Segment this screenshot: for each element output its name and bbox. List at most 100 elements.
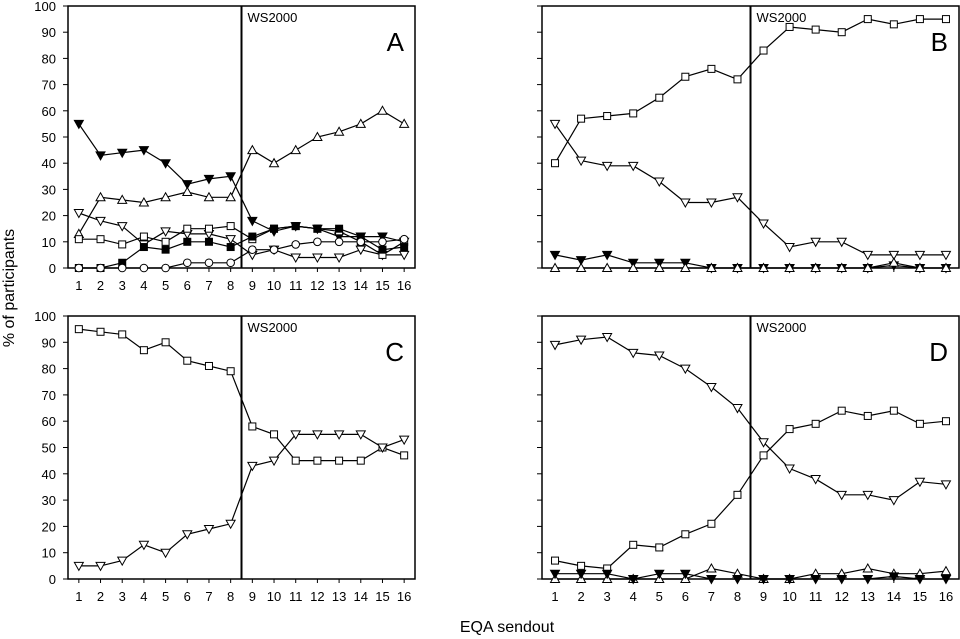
x-tick-label: 5 — [162, 589, 169, 604]
data-point — [575, 262, 587, 272]
y-tick-label: 30 — [42, 182, 56, 197]
y-tick-label: 50 — [42, 441, 56, 456]
data-point — [139, 263, 149, 273]
data-point — [549, 250, 561, 261]
data-point — [862, 250, 874, 261]
data-point — [139, 243, 148, 252]
x-tick-label: 14 — [354, 589, 368, 604]
data-point — [862, 575, 874, 585]
data-point — [863, 15, 872, 24]
data-point — [226, 258, 235, 268]
x-tick-label: 10 — [267, 589, 281, 604]
x-tick-label: 15 — [913, 589, 927, 604]
y-tick-label: 70 — [42, 78, 56, 93]
data-point — [707, 519, 716, 528]
x-tick-label: 11 — [289, 278, 303, 293]
data-point — [629, 540, 638, 549]
data-point — [225, 519, 237, 530]
data-point — [575, 156, 587, 167]
y-tick-label: 90 — [42, 335, 56, 350]
panel-d-series-4 — [549, 569, 952, 585]
x-tick-label: 16 — [397, 589, 411, 604]
series-line — [78, 225, 405, 269]
panel-a-label: A — [387, 27, 405, 57]
data-point — [377, 232, 388, 243]
data-point — [291, 240, 301, 249]
data-point — [706, 575, 717, 585]
x-tick-label: 8 — [227, 589, 234, 604]
data-point — [161, 237, 170, 246]
y-tick-label: 10 — [42, 235, 56, 250]
data-point — [73, 561, 85, 572]
data-point — [732, 262, 743, 272]
series-line — [555, 573, 946, 580]
panel-a-series-2 — [73, 105, 410, 238]
data-point — [161, 245, 170, 254]
data-point — [784, 243, 795, 253]
panel-a-divider-label: WS2000 — [248, 10, 298, 25]
data-point — [269, 245, 279, 254]
data-point — [810, 475, 822, 485]
data-point — [758, 575, 769, 585]
x-tick-label: 6 — [184, 589, 191, 604]
data-point — [836, 237, 848, 248]
data-point — [653, 262, 665, 272]
data-point — [398, 435, 410, 446]
series-line — [554, 410, 947, 570]
x-tick-label: 12 — [310, 278, 324, 293]
data-point — [118, 240, 127, 249]
data-point — [575, 335, 587, 346]
data-point — [139, 232, 148, 241]
data-point — [225, 235, 237, 245]
data-point — [203, 191, 215, 202]
data-point — [915, 419, 924, 428]
y-tick-label: 70 — [42, 388, 56, 403]
panel-d-series-2 — [551, 406, 950, 573]
data-point — [160, 548, 171, 559]
data-point — [116, 222, 128, 232]
series-line — [554, 123, 946, 256]
data-point — [248, 422, 257, 431]
x-tick-label: 12 — [310, 589, 324, 604]
y-tick-label: 60 — [42, 104, 56, 119]
y-tick-label: 40 — [42, 467, 56, 482]
data-point — [915, 15, 924, 24]
y-axis-title: % of participants — [1, 229, 18, 347]
data-point — [160, 191, 171, 202]
x-tick-label: 4 — [140, 278, 147, 293]
data-point — [204, 258, 214, 268]
y-tick-label: 20 — [42, 519, 56, 534]
data-point — [398, 250, 410, 261]
data-point — [758, 262, 769, 272]
data-point — [549, 340, 561, 351]
data-point — [889, 20, 898, 29]
data-point — [333, 430, 345, 440]
data-point — [863, 411, 872, 420]
series-line — [78, 110, 405, 235]
data-point — [138, 196, 150, 207]
data-point — [138, 146, 150, 156]
x-tick-label: 13 — [332, 278, 346, 293]
y-tick-label: 60 — [42, 414, 56, 429]
data-point — [333, 126, 345, 136]
data-point — [836, 490, 848, 501]
data-point — [246, 144, 258, 155]
x-tick-label: 1 — [551, 589, 558, 604]
panel-b-label: B — [931, 27, 948, 57]
x-tick-label: 9 — [760, 589, 767, 604]
panel-d-label: D — [929, 337, 948, 367]
data-point — [601, 250, 613, 261]
data-point — [601, 569, 613, 580]
y-tick-label: 50 — [42, 130, 56, 145]
data-point — [377, 105, 388, 115]
data-point — [398, 118, 410, 128]
data-point — [204, 237, 213, 246]
panel-a-series-6 — [74, 234, 409, 273]
data-point — [603, 112, 612, 121]
data-point — [758, 438, 769, 448]
data-point — [811, 25, 820, 34]
data-point — [96, 263, 105, 273]
x-tick-label: 10 — [267, 278, 281, 293]
panel-a-series-3 — [73, 208, 410, 264]
